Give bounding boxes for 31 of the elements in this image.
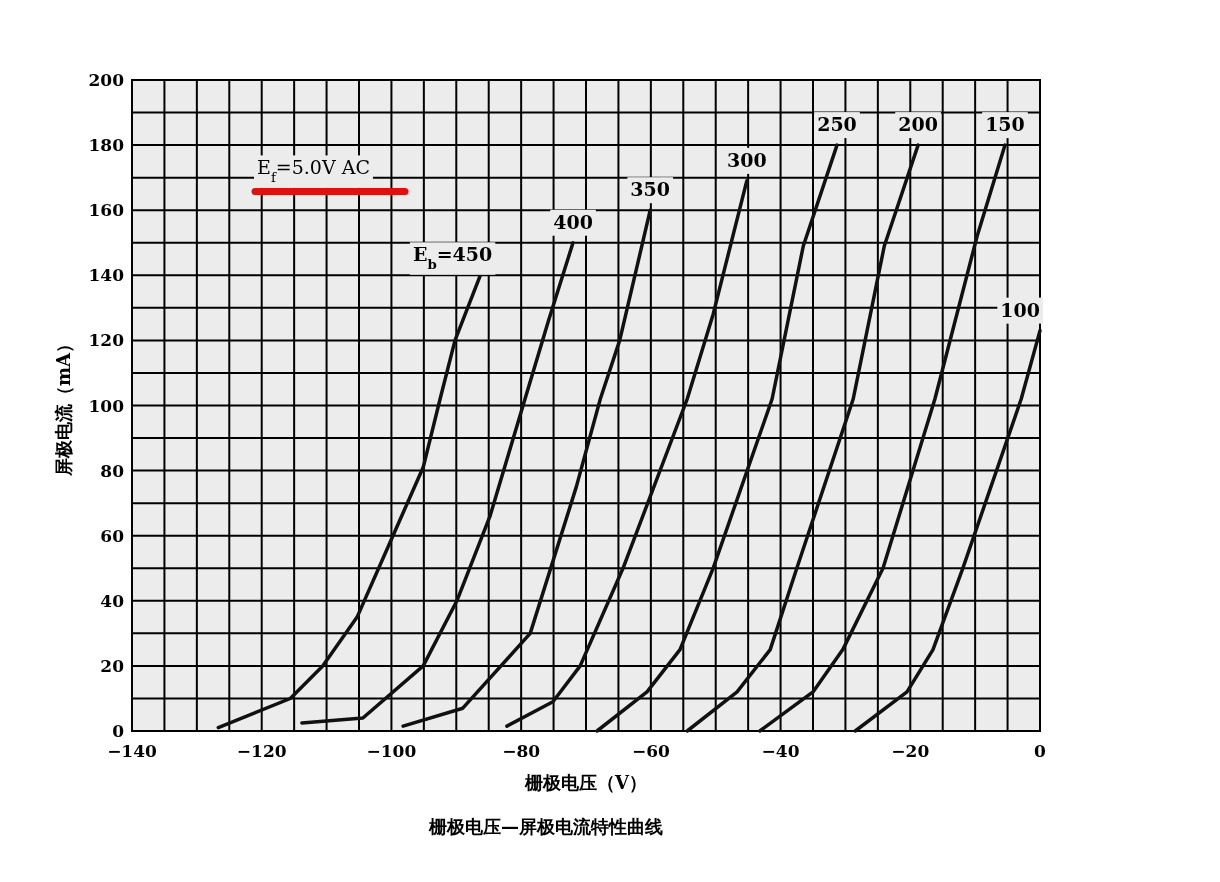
y-tick-label: 80 (100, 460, 125, 481)
y-tick-label: 120 (88, 330, 125, 351)
series-label: 300 (727, 148, 767, 171)
x-tick-label: −60 (631, 741, 670, 761)
x-axis-title: 栅极电压（V） (524, 772, 647, 793)
x-tick-label: −40 (761, 741, 800, 761)
series-label: 350 (630, 178, 671, 201)
y-tick-label: 160 (88, 200, 125, 221)
y-tick-label: 40 (100, 590, 125, 611)
y-tick-label: 200 (88, 70, 125, 90)
y-tick-label: 20 (100, 655, 125, 676)
y-tick-label: 0 (112, 721, 125, 741)
y-tick-label: 180 (88, 135, 125, 156)
x-tick-label: −100 (366, 741, 417, 761)
annotation: E$_{f}$=5.0V AC (257, 156, 370, 185)
x-tick-label: −140 (107, 741, 158, 761)
series-label: 250 (817, 113, 857, 136)
y-tick-label: 140 (88, 265, 125, 286)
y-axis-title: 屏极电流（mA） (53, 334, 74, 478)
text: 栅极电压—屏极电流特性曲线 (428, 816, 663, 837)
x-tick-label: −80 (502, 741, 541, 761)
series-label: 100 (1000, 298, 1040, 321)
series-label: 200 (898, 113, 938, 136)
series-label: 400 (553, 210, 593, 233)
x-tick-label: −20 (891, 741, 930, 761)
y-tick-label: 100 (88, 395, 125, 416)
x-tick-label: −120 (236, 741, 287, 761)
series-label: 150 (985, 113, 1025, 136)
series-label: E$_{b}$=450 (412, 243, 493, 272)
x-tick-label: 0 (1034, 741, 1047, 761)
y-tick-label: 60 (100, 525, 125, 546)
